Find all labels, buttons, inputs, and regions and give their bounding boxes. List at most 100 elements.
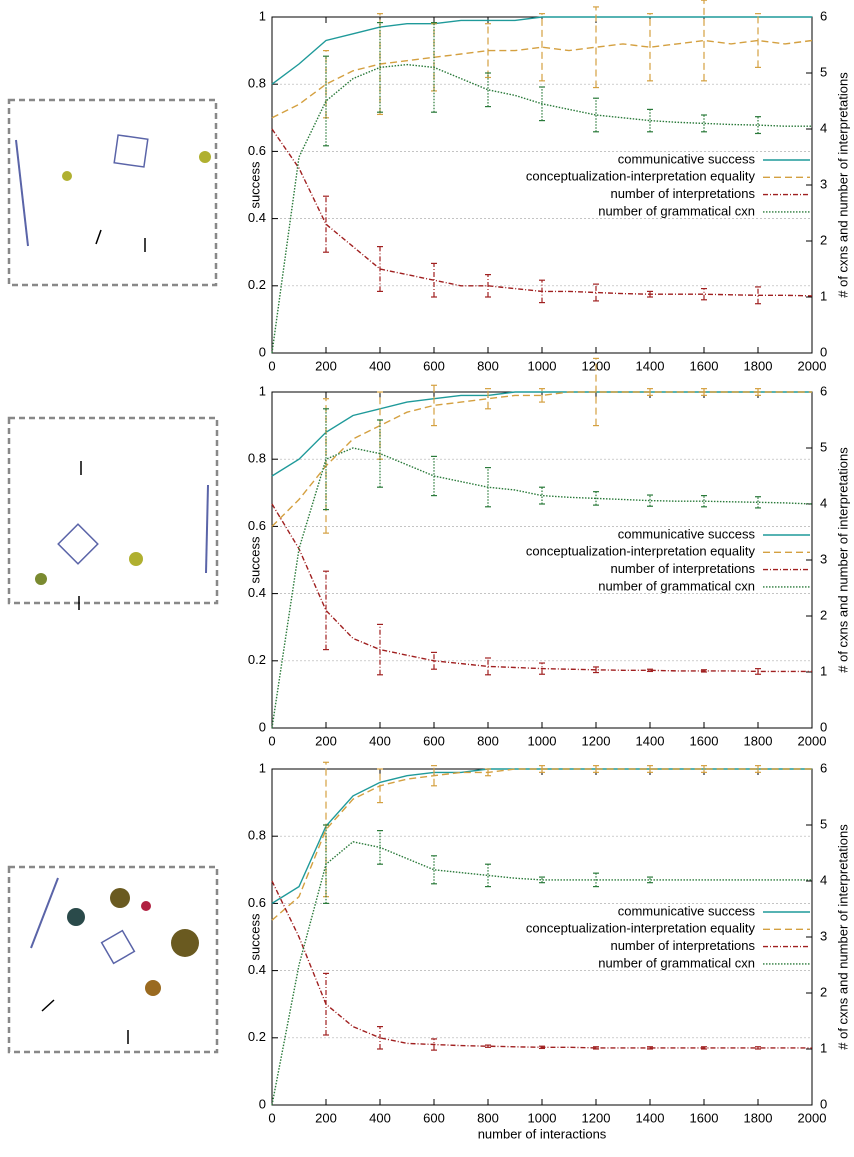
y-tick-label: 0.8 bbox=[248, 76, 266, 91]
scene-1 bbox=[7, 98, 218, 287]
x-tick-label: 600 bbox=[423, 1110, 445, 1125]
chart: 0 0.2 0.4 0.6 0.8 1 0 1 2 3 4 5 6 0 200 400 600 800 1000 12… bbox=[247, 760, 850, 1141]
y2-tick-label: 0 bbox=[820, 1096, 827, 1111]
y2-tick-label: 1 bbox=[820, 288, 827, 303]
x-tick-label: 800 bbox=[477, 358, 499, 373]
error-bar bbox=[485, 72, 491, 108]
error-bar bbox=[593, 6, 599, 89]
x-tick-label: 1600 bbox=[690, 1110, 719, 1125]
x-tick-label: 1600 bbox=[690, 358, 719, 373]
x-tick-label: 600 bbox=[423, 358, 445, 373]
scene-3 bbox=[7, 865, 219, 1054]
ball bbox=[145, 980, 161, 996]
y-tick-label: 0 bbox=[259, 1096, 266, 1111]
y-tick-label: 0.2 bbox=[248, 1029, 266, 1044]
error-bar bbox=[431, 455, 437, 497]
wall bbox=[30, 877, 59, 949]
x-tick-label: 600 bbox=[423, 733, 445, 748]
y-tick-label: 0.8 bbox=[248, 451, 266, 466]
error-bar bbox=[485, 467, 491, 508]
y2-tick-label: 2 bbox=[820, 232, 827, 247]
scene-frame bbox=[7, 98, 218, 287]
error-bar bbox=[647, 290, 653, 298]
scene-frame bbox=[7, 865, 219, 1054]
y-tick-label: 0.4 bbox=[248, 962, 266, 977]
error-bar bbox=[323, 570, 329, 651]
y2-tick-label: 4 bbox=[820, 872, 827, 887]
error-bar bbox=[485, 768, 491, 777]
y-tick-label: 0.6 bbox=[248, 895, 266, 910]
y-tick-label: 0.6 bbox=[248, 518, 266, 533]
error-bar bbox=[647, 494, 653, 507]
y2-tick-label: 6 bbox=[820, 760, 827, 775]
error-bar bbox=[593, 283, 599, 302]
y-tick-label: 0 bbox=[259, 344, 266, 359]
agent bbox=[41, 999, 55, 1012]
y2-tick-label: 5 bbox=[820, 439, 827, 454]
x-tick-label: 2000 bbox=[798, 733, 827, 748]
x-tick-label: 0 bbox=[268, 358, 275, 373]
error-bar bbox=[539, 1045, 545, 1050]
box bbox=[113, 134, 149, 168]
y-tick-label: 1 bbox=[259, 383, 266, 398]
box bbox=[100, 929, 136, 965]
ball bbox=[199, 151, 211, 163]
series-line bbox=[271, 391, 812, 477]
error-bar bbox=[485, 388, 491, 410]
y-tick-label: 0.8 bbox=[248, 828, 266, 843]
y-tick-label: 0.6 bbox=[248, 143, 266, 158]
y2-tick-label: 2 bbox=[820, 984, 827, 999]
error-bar bbox=[701, 669, 707, 673]
y2-tick-label: 1 bbox=[820, 1040, 827, 1055]
series-line bbox=[271, 16, 812, 85]
series-line bbox=[271, 503, 812, 673]
error-bar bbox=[755, 388, 761, 396]
error-bar bbox=[701, 495, 707, 508]
y2-tick-label: 5 bbox=[820, 816, 827, 831]
error-bar bbox=[377, 829, 383, 865]
y2-tick-label: 1 bbox=[820, 663, 827, 678]
scene-frame bbox=[7, 416, 219, 605]
legend-label: communicative success bbox=[618, 151, 756, 166]
legend-label: conceptualization-interpretation equalit… bbox=[526, 544, 756, 559]
legend-label: number of interpretations bbox=[610, 561, 755, 576]
x-tick-label: 1400 bbox=[636, 1110, 665, 1125]
error-bar bbox=[377, 1025, 383, 1050]
wall bbox=[15, 139, 29, 247]
error-bar bbox=[323, 408, 329, 511]
x-tick-label: 400 bbox=[369, 1110, 391, 1125]
x-tick-label: 1800 bbox=[744, 358, 773, 373]
y2-tick-label: 3 bbox=[820, 928, 827, 943]
y2-tick-label: 3 bbox=[820, 551, 827, 566]
x-tick-label: 200 bbox=[315, 1110, 337, 1125]
y-tick-label: 0 bbox=[259, 719, 266, 734]
x-tick-label: 200 bbox=[315, 733, 337, 748]
ball bbox=[141, 901, 151, 911]
y-tick-label: 1 bbox=[259, 760, 266, 775]
error-bar bbox=[377, 419, 383, 488]
plot-frame bbox=[271, 768, 813, 1106]
plot-frame bbox=[271, 391, 813, 729]
error-bar bbox=[701, 388, 707, 396]
y2-tick-label: 2 bbox=[820, 607, 827, 622]
error-bar bbox=[647, 108, 653, 133]
error-bar bbox=[701, 288, 707, 301]
error-bar bbox=[485, 274, 491, 298]
error-bar bbox=[485, 1044, 491, 1048]
error-bar bbox=[485, 23, 491, 79]
x-tick-label: 1200 bbox=[582, 733, 611, 748]
error-bar bbox=[539, 388, 545, 403]
x-tick-label: 1800 bbox=[744, 733, 773, 748]
y2-tick-label: 4 bbox=[820, 120, 827, 135]
error-bar bbox=[701, 1046, 707, 1050]
error-bar bbox=[755, 496, 761, 509]
series-line bbox=[271, 841, 812, 1106]
error-bar bbox=[431, 22, 437, 113]
series-line bbox=[271, 768, 812, 921]
error-bar bbox=[755, 116, 761, 135]
legend-label: number of interpretations bbox=[610, 186, 755, 201]
y2-axis-label: # of cxns and number of interpretations bbox=[835, 72, 850, 298]
error-bar bbox=[323, 824, 329, 905]
